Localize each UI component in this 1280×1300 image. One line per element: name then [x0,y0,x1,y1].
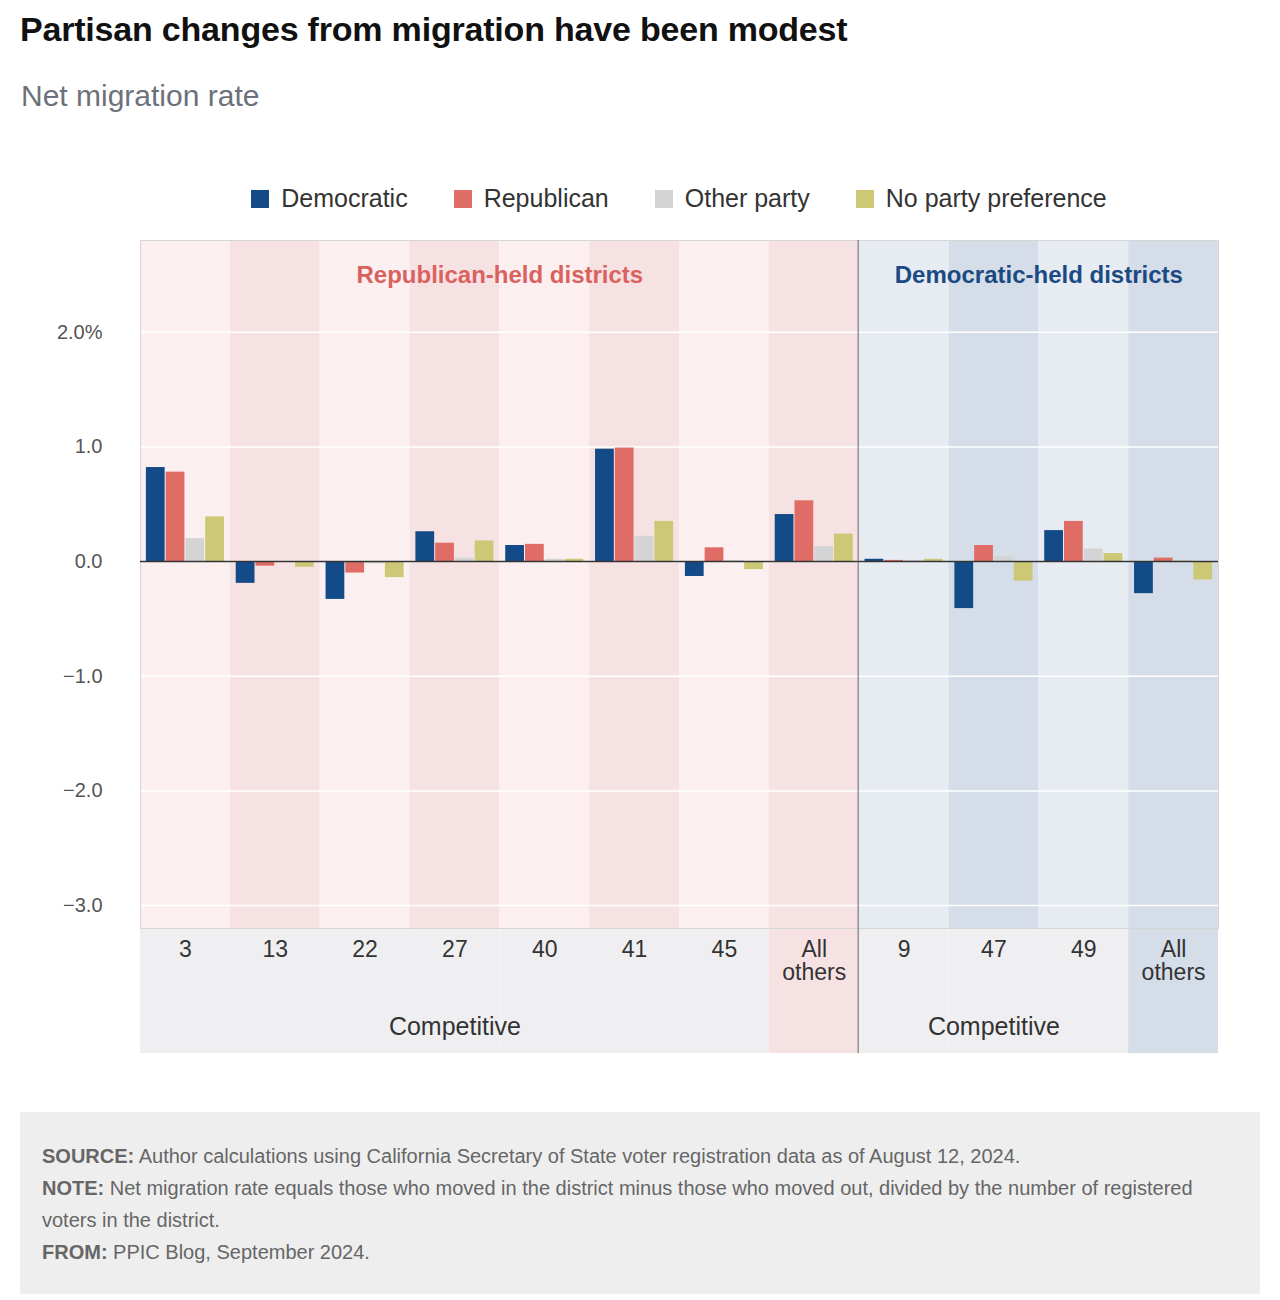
html-text:Democratic: Democratic [281,184,408,212]
svg-text:13: 13 [262,936,288,962]
svg-text:Allothers: Allothers [782,936,846,985]
svg-text:27: 27 [442,936,468,962]
svg-text:Allothers: Allothers [1142,936,1206,985]
svg-text:40: 40 [532,936,558,962]
svg-text:41: 41 [622,936,648,962]
html-text:SOURCE: Author calculations us: SOURCE: Author calculations using Califo… [42,1145,1021,1167]
svg-text:0.0: 0.0 [75,550,103,572]
svg-text:1.0: 1.0 [75,435,103,457]
svg-text:49: 49 [1071,936,1097,962]
svg-text:22: 22 [352,936,378,962]
svg-text:−2.0: −2.0 [63,779,102,801]
svg-text:−1.0: −1.0 [63,665,102,687]
svg-text:Democratic-held districts: Democratic-held districts [895,261,1183,288]
svg-text:9: 9 [898,936,911,962]
html-text:FROM: PPIC Blog, September 202: FROM: PPIC Blog, September 2024. [42,1241,370,1263]
svg-text:47: 47 [981,936,1007,962]
html-text:No party preference: No party preference [885,184,1107,212]
svg-text:3: 3 [179,936,192,962]
svg-text:Competitive: Competitive [389,1012,521,1040]
svg-text:Republican-held districts: Republican-held districts [356,261,643,288]
html-text:NOTE: Net migration rate equal: NOTE: Net migration rate equals those wh… [42,1177,1193,1231]
html-text:Partisan changes from migratio: Partisan changes from migration have bee… [20,10,848,48]
svg-text:Competitive: Competitive [928,1012,1060,1040]
svg-text:−3.0: −3.0 [63,894,102,916]
svg-text:2.0%: 2.0% [57,321,103,343]
html-text:Republican: Republican [483,184,609,212]
html-text:Net migration rate: Net migration rate [21,79,260,112]
svg-text:45: 45 [712,936,738,962]
html-text:Other party: Other party [684,184,810,212]
